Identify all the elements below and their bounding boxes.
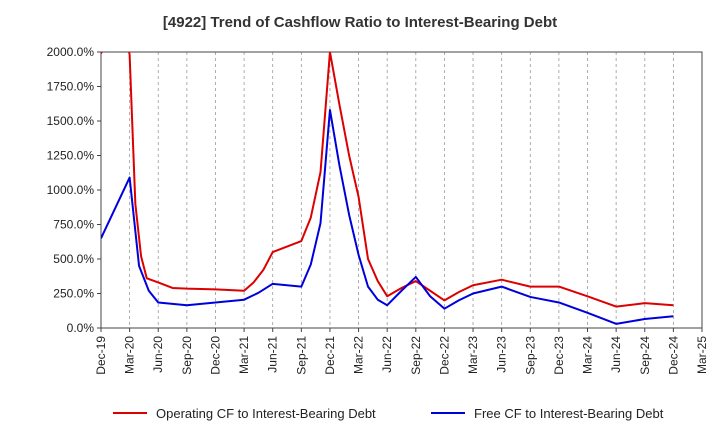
series-lines [101, 52, 674, 325]
legend-label: Free CF to Interest-Bearing Debt [474, 406, 664, 421]
x-tick-label: Mar-21 [237, 336, 251, 374]
x-tick-label: Jun-24 [609, 336, 623, 373]
chart-title: [4922] Trend of Cashflow Ratio to Intere… [162, 14, 558, 31]
series-line-operating-cf [101, 52, 674, 308]
y-axis: 0.0% 250.0% 500.0% 750.0% 1000.0% 1250.0% 1500… [47, 45, 101, 335]
y-tick-label: 1750.0% [47, 80, 95, 94]
y-tick-label: 0.0% [67, 321, 95, 335]
plot-area [100, 51, 703, 329]
x-tick-label: Jun-21 [266, 336, 280, 373]
x-tick-label: Mar-20 [123, 336, 137, 374]
x-tick-label: Dec-23 [552, 336, 566, 375]
x-tick-label: Sep-21 [294, 336, 308, 375]
x-tick-label: Mar-23 [466, 336, 480, 374]
x-tick-label: Sep-22 [409, 336, 423, 375]
x-tick-label: Jun-22 [380, 336, 394, 373]
x-tick-label: Jun-20 [151, 336, 165, 373]
legend: Operating CF to Interest-Bearing Debt Fre… [113, 406, 664, 421]
x-tick-label: Mar-25 [695, 336, 709, 374]
x-tick-label: Jun-23 [495, 336, 509, 373]
x-tick-label: Dec-20 [208, 336, 222, 375]
grid-lines [129, 52, 674, 328]
y-tick-label: 2000.0% [47, 45, 95, 59]
y-tick-label: 1000.0% [47, 183, 95, 197]
x-axis: Dec-19 Mar-20 Jun-20 Sep-20 Dec-20 Mar-21 Jun-… [94, 328, 709, 375]
series-line-free-cf [101, 108, 674, 325]
x-tick-label: Mar-24 [581, 336, 595, 374]
y-tick-label: 500.0% [53, 252, 94, 266]
x-tick-label: Dec-22 [437, 336, 451, 375]
x-tick-label: Mar-22 [352, 336, 366, 374]
x-tick-label: Sep-20 [180, 336, 194, 375]
x-tick-label: Dec-24 [666, 336, 680, 375]
x-tick-label: Sep-23 [523, 336, 537, 375]
x-tick-label: Dec-19 [94, 336, 108, 375]
y-tick-label: 750.0% [53, 218, 94, 232]
y-tick-label: 1250.0% [47, 149, 95, 163]
y-tick-label: 1500.0% [47, 114, 95, 128]
legend-label: Operating CF to Interest-Bearing Debt [156, 406, 376, 421]
y-tick-label: 250.0% [53, 287, 94, 301]
x-tick-label: Sep-24 [638, 336, 652, 375]
x-tick-label: Dec-21 [323, 336, 337, 375]
